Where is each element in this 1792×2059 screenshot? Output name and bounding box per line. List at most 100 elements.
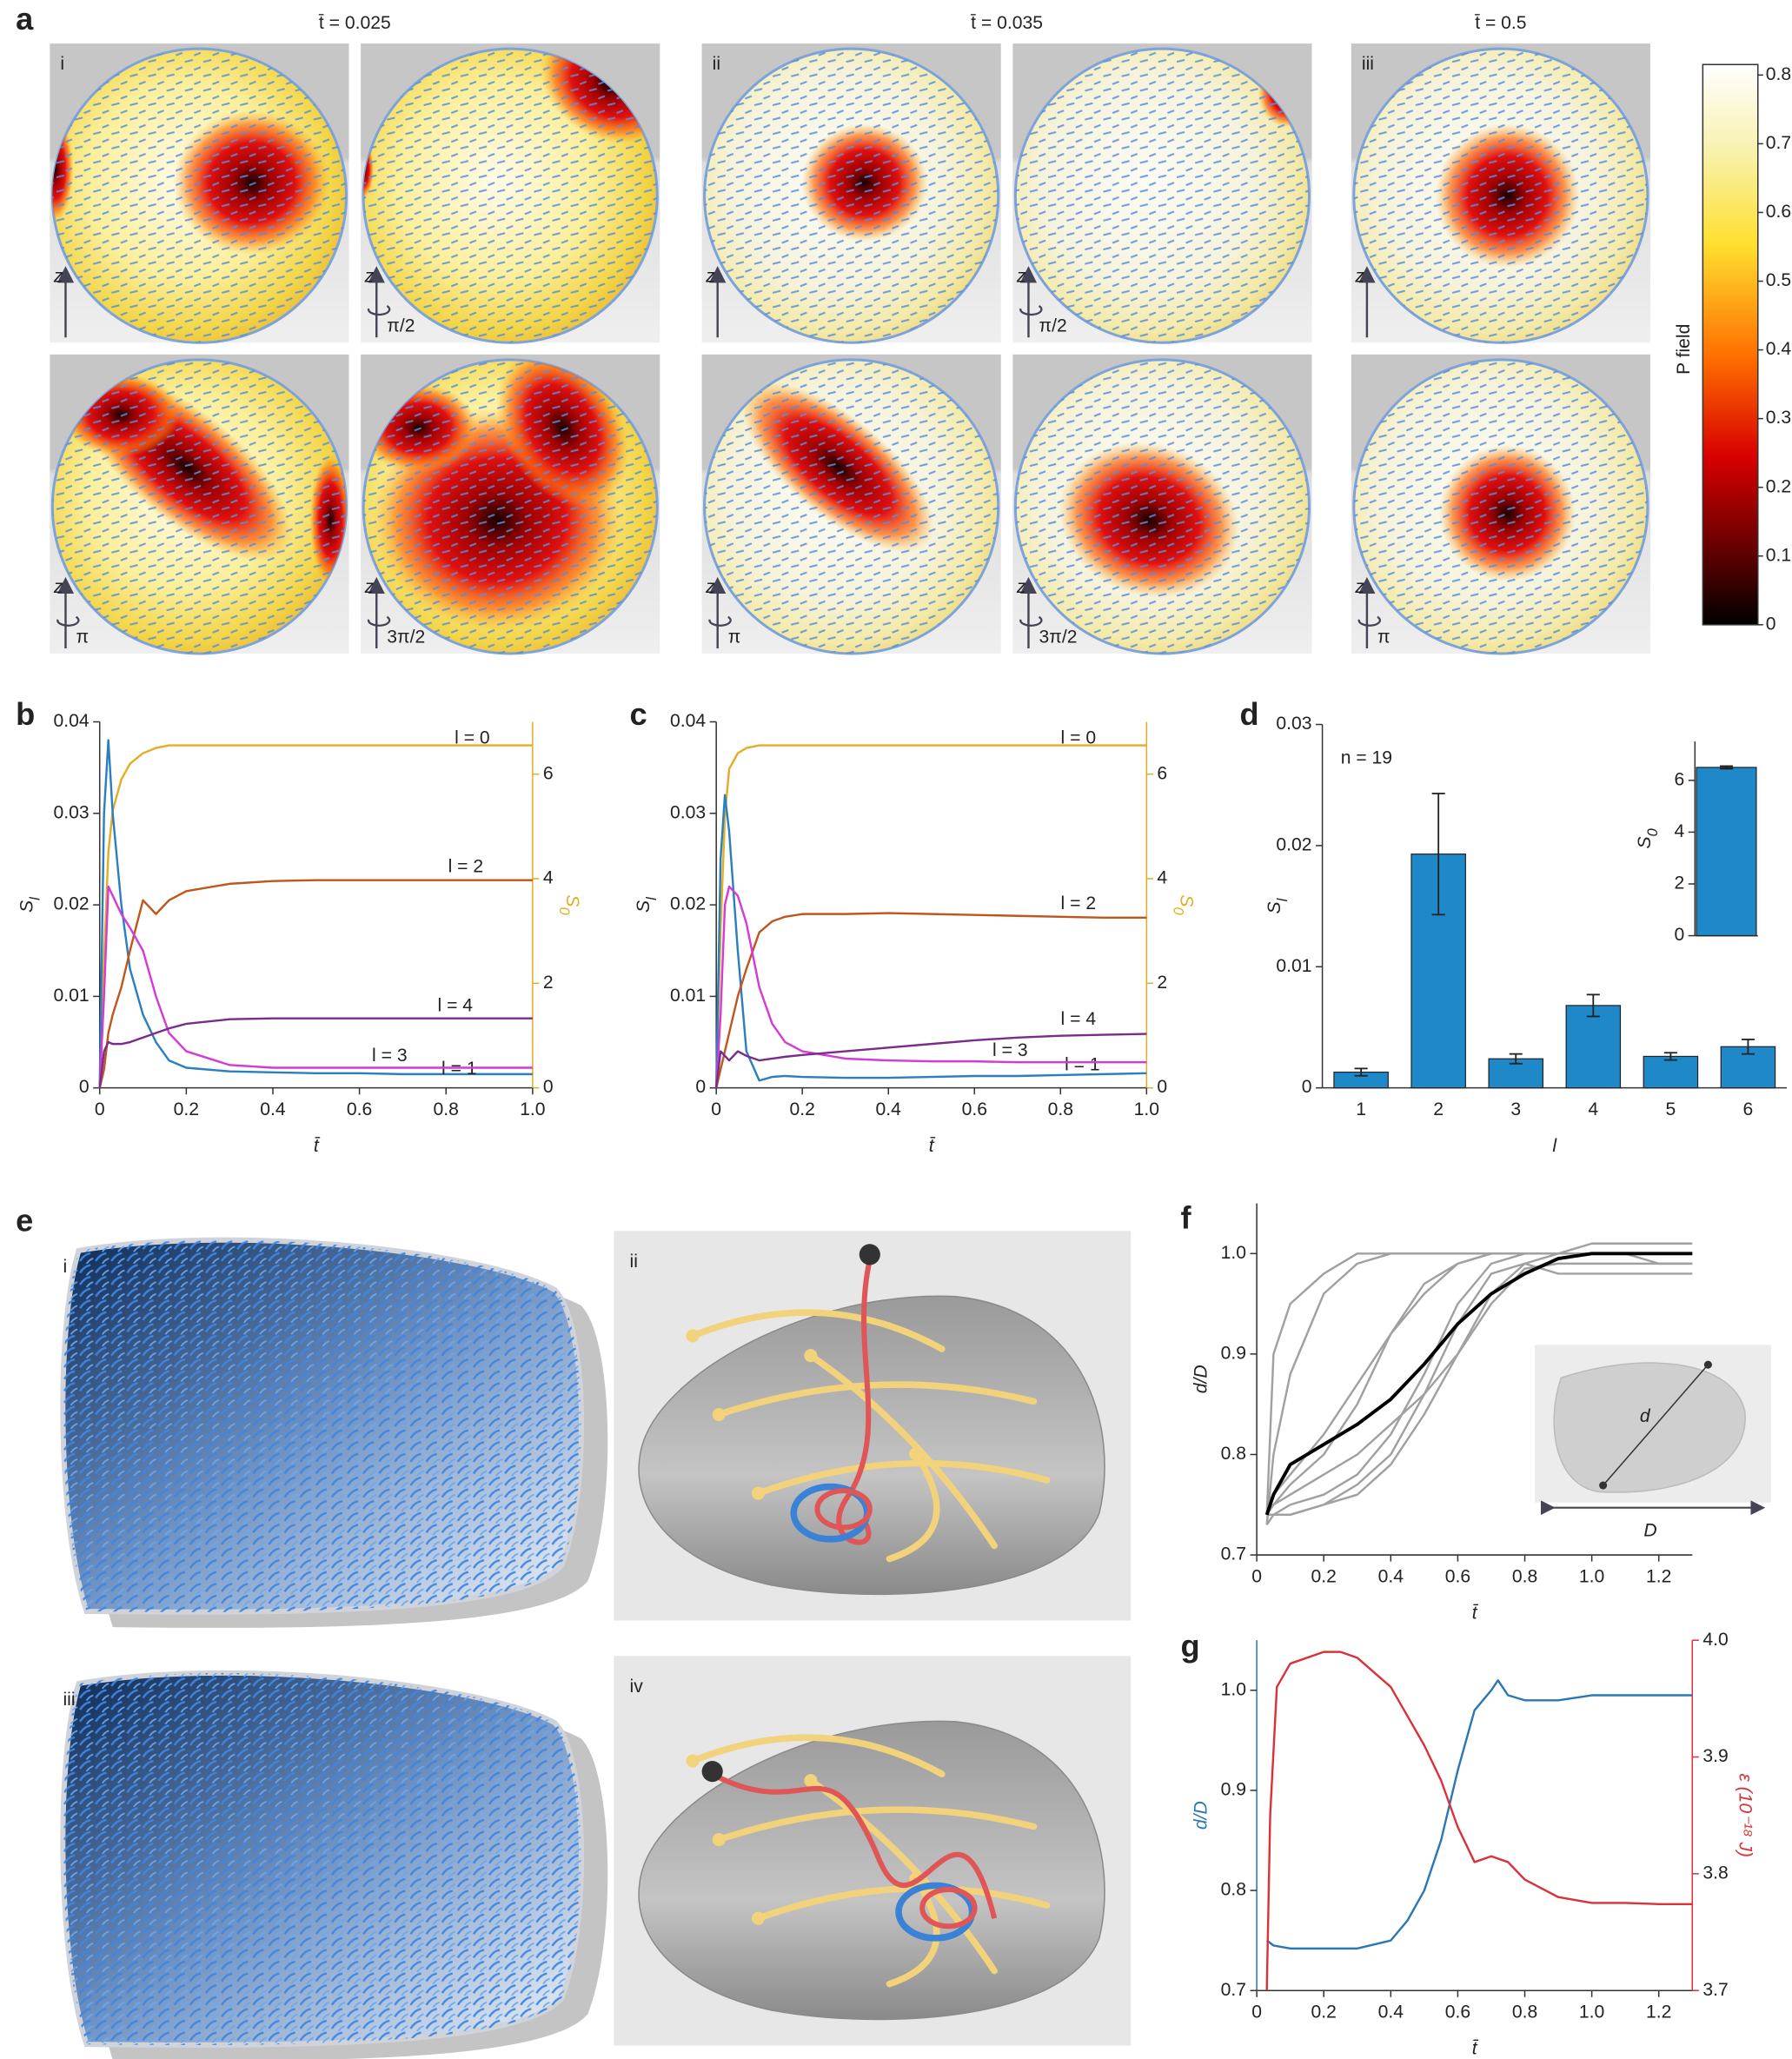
sphere-field	[1353, 49, 1648, 343]
axis-title: S0	[1635, 827, 1661, 848]
group-title: t̄ = 0.025	[319, 13, 391, 33]
y-tick-label: 0	[1302, 1077, 1312, 1097]
series-line	[1265, 1679, 1693, 1950]
series-line	[714, 885, 1147, 1088]
spiral	[919, 1886, 978, 1929]
axis-title: Sl	[17, 896, 43, 913]
axis-title-sub: 0	[556, 907, 573, 916]
rotation-arrow	[1019, 615, 1043, 627]
flagellum-track	[807, 1352, 998, 1550]
series-label: l = 3	[992, 1040, 1028, 1060]
colorbar-tick-label: 0.1	[1766, 545, 1791, 565]
y2-tick-label: 4	[1157, 868, 1167, 888]
y2-tick-label: 0	[543, 1077, 554, 1097]
axis-title: d/D	[1191, 1365, 1211, 1393]
axis-title: d/D	[1191, 1801, 1211, 1830]
y-tick-label: 0.01	[670, 986, 706, 1006]
x-tick-label: 0	[95, 1099, 105, 1119]
rotation-label: π/2	[387, 316, 415, 336]
flagellum-tip	[804, 1774, 818, 1788]
axis-title-main: S	[634, 900, 654, 913]
axis-title-main: S	[17, 900, 37, 913]
y-tick-label: 0	[695, 1077, 706, 1097]
inset-label: D	[1643, 1520, 1656, 1540]
x-axis-title: l	[1552, 1136, 1557, 1156]
x-axis-title: t̄	[929, 1136, 936, 1156]
sphere-field	[52, 49, 347, 343]
y-tick-label: 0.04	[670, 711, 706, 731]
y2-tick-label: 0	[1157, 1077, 1167, 1097]
y-tick-label: 0.03	[1276, 714, 1311, 734]
flagellum-tip	[909, 1447, 923, 1461]
axis-title-sub: l	[27, 896, 43, 900]
y-tick-label: 0.8	[1221, 1444, 1246, 1464]
x-tick-label: 0.4	[1378, 1566, 1404, 1586]
colorbar-tick-label: 0.6	[1766, 202, 1791, 222]
spiral	[814, 1488, 873, 1531]
colorbar-tick-label: 0.8	[1766, 64, 1791, 84]
colorbar-tick-label: 0.5	[1766, 270, 1791, 290]
x-tick-label: 0	[1251, 1566, 1262, 1586]
series-label: l = 0	[1061, 728, 1097, 748]
series-label: l = 0	[455, 728, 490, 748]
x-tick-label: 0.8	[1048, 1099, 1073, 1119]
x-tick-label: 0.4	[876, 1099, 902, 1119]
x-tick-label: 6	[1743, 1099, 1754, 1119]
axis-label: z	[1016, 266, 1026, 286]
inset-point	[1703, 1360, 1712, 1369]
axis-title-main: ε (10⁻¹⁸ J)	[1736, 1773, 1755, 1856]
rotation-arrow	[708, 615, 732, 627]
y-tick-label: 0.8	[1221, 1880, 1246, 1900]
x-tick-label: 4	[1588, 1099, 1598, 1119]
y2-tick-label: 6	[1157, 763, 1167, 783]
sphere-field	[363, 359, 658, 654]
bar	[1565, 1005, 1622, 1089]
inset-point	[1599, 1481, 1608, 1490]
view-label: i	[60, 54, 64, 74]
y-tick-label: 0.9	[1221, 1343, 1246, 1363]
axis-title-main: S	[1177, 894, 1197, 907]
x-tick-label: 1.2	[1646, 1566, 1671, 1586]
axis-title: Sl	[1264, 897, 1291, 913]
flagellum-track	[754, 1459, 1051, 1497]
x-tick-label: 0.6	[962, 1099, 987, 1119]
x-tick-label: 5	[1665, 1099, 1676, 1119]
y-tick-label: 0.01	[1276, 956, 1311, 976]
series-label: l = 2	[1061, 893, 1097, 913]
x-tick-label: 1.0	[520, 1099, 545, 1119]
colorbar-tick-label: 0.4	[1766, 339, 1792, 359]
rotation-label: π	[76, 627, 90, 647]
annotation: n = 19	[1341, 747, 1392, 767]
rotation-label: 3π/2	[1039, 627, 1078, 647]
axis-title: S0	[1171, 894, 1197, 915]
x-tick-label: 0.8	[1512, 2002, 1537, 2022]
polarity-vectors	[704, 359, 999, 654]
flagellum-tip	[712, 1833, 726, 1847]
x-tick-label: 0.2	[790, 1099, 815, 1119]
x-tick-label: 0	[711, 1099, 721, 1119]
y2-tick-label: 3.8	[1702, 1863, 1728, 1883]
axis-label: z	[705, 577, 715, 597]
x-tick-label: 3	[1510, 1099, 1521, 1119]
colorbar-label: P field	[1674, 324, 1694, 375]
bar	[1488, 1058, 1544, 1089]
panel-letter: g	[1181, 1628, 1200, 1664]
panel-letter: e	[16, 1203, 33, 1239]
x-tick-label: 1.0	[1134, 1099, 1159, 1119]
panel-e-label: iv	[630, 1677, 644, 1697]
polarity-vectors	[1015, 49, 1310, 343]
x-tick-label: 0.2	[1311, 2002, 1337, 2022]
rotation-arrow	[56, 615, 80, 627]
x-tick-label: 0	[1251, 2002, 1262, 2022]
group-title: t̄ = 0.035	[971, 13, 1043, 33]
axis-label: z	[1354, 577, 1364, 597]
bar	[1696, 767, 1757, 937]
y-tick-label: 0.7	[1221, 1544, 1246, 1564]
axis-title-sub: l	[1274, 897, 1291, 901]
x-tick-label: 1.0	[1579, 2002, 1604, 2022]
axis-title-sub: 0	[1171, 907, 1187, 916]
series-label: l = 3	[372, 1046, 408, 1066]
axis-title-main: d/D	[1191, 1365, 1211, 1393]
flagellum-track	[715, 1806, 1038, 1843]
